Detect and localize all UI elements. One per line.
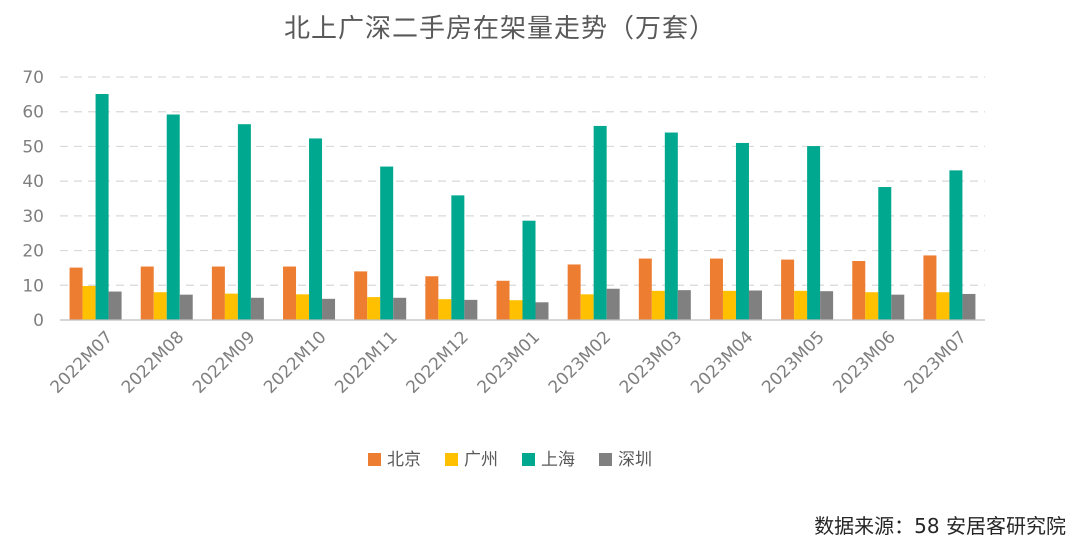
bar-北京-2022M07 [69, 267, 83, 320]
bar-上海-2022M08 [166, 114, 180, 321]
x-tick-label: 2022M08 [118, 327, 188, 397]
x-tick-label: 2022M11 [331, 327, 401, 397]
bar-广州-2022M12 [438, 299, 452, 320]
legend-swatch-广州 [445, 453, 458, 466]
bar-广州-2022M10 [296, 294, 310, 320]
y-tick-label: 40 [22, 172, 44, 192]
bar-深圳-2022M10 [322, 298, 336, 320]
x-tick-label: 2023M03 [616, 327, 686, 397]
x-tick-label: 2023M07 [901, 327, 971, 397]
y-tick-label: 0 [33, 311, 44, 331]
bar-广州-2023M01 [509, 300, 523, 320]
data-source-note: 数据来源：58 安居客研究院 [814, 514, 1066, 538]
y-tick-label: 70 [22, 68, 44, 88]
bar-北京-2022M11 [354, 271, 368, 320]
y-tick-label: 50 [22, 137, 44, 157]
x-tick-label: 2023M04 [687, 327, 757, 397]
bar-深圳-2023M06 [891, 294, 905, 320]
bar-广州-2022M11 [367, 297, 381, 320]
bar-深圳-2023M05 [820, 291, 834, 320]
bar-广州-2023M05 [794, 290, 808, 320]
chart-title: 北上广深二手房在架量走势（万套） [283, 14, 716, 44]
x-tick-label: 2023M02 [545, 327, 615, 397]
x-tick-label: 2023M06 [829, 327, 899, 397]
bar-上海-2022M07 [95, 94, 109, 320]
y-tick-label: 30 [22, 207, 44, 227]
bar-广州-2023M07 [936, 292, 950, 320]
y-tick-label: 20 [22, 242, 44, 262]
bar-上海-2023M06 [878, 187, 892, 320]
bar-上海-2022M11 [380, 166, 394, 320]
bar-深圳-2022M07 [108, 291, 122, 320]
bar-深圳-2022M09 [250, 297, 264, 320]
bar-北京-2022M12 [425, 276, 439, 320]
bar-北京-2023M04 [709, 258, 723, 320]
bar-上海-2023M07 [949, 170, 963, 320]
bar-上海-2023M05 [807, 146, 821, 320]
bar-北京-2023M03 [638, 258, 652, 320]
legend-swatch-北京 [368, 453, 381, 466]
bar-上海-2023M04 [735, 142, 749, 320]
bar-广州-2022M09 [224, 293, 238, 320]
y-tick-label: 10 [22, 276, 44, 296]
bar-深圳-2022M08 [179, 294, 193, 320]
legend-swatch-上海 [522, 453, 535, 466]
bar-广州-2023M02 [580, 294, 594, 320]
bar-广州-2022M07 [82, 285, 96, 320]
bar-广州-2022M08 [153, 292, 167, 320]
bar-北京-2022M10 [283, 266, 297, 320]
x-tick-label: 2022M09 [189, 327, 259, 397]
bar-广州-2023M04 [722, 290, 736, 320]
bar-深圳-2023M02 [606, 288, 620, 320]
bar-北京-2023M06 [852, 260, 866, 320]
bar-北京-2023M01 [496, 280, 510, 320]
bar-上海-2023M01 [522, 220, 536, 320]
bar-北京-2022M08 [140, 266, 154, 320]
bar-北京-2023M02 [567, 264, 581, 320]
legend-label-北京: 北京 [387, 450, 421, 470]
bar-上海-2022M12 [451, 195, 465, 320]
bar-北京-2022M09 [211, 266, 225, 320]
x-tick-label: 2022M07 [47, 327, 117, 397]
bar-深圳-2023M03 [677, 290, 691, 320]
x-axis-labels: 2022M07 2022M08 2022M09 2022M10 2022M11 2022M… [47, 327, 971, 397]
x-tick-label: 2022M12 [402, 327, 472, 397]
bar-广州-2023M06 [865, 292, 879, 320]
x-tick-label: 2023M01 [474, 327, 544, 397]
legend-swatch-深圳 [599, 453, 612, 466]
y-tick-label: 60 [22, 103, 44, 123]
x-tick-label: 2023M05 [758, 327, 828, 397]
bar-上海-2022M10 [309, 138, 323, 320]
bar-上海-2023M02 [593, 125, 607, 320]
x-tick-label: 2022M10 [260, 327, 330, 397]
bar-北京-2023M05 [781, 259, 795, 320]
bar-深圳-2023M07 [962, 293, 976, 320]
legend-label-深圳: 深圳 [618, 450, 652, 470]
legend-label-广州: 广州 [464, 450, 498, 470]
bar-深圳-2023M04 [748, 290, 762, 320]
bar-广州-2023M03 [651, 290, 665, 320]
bar-深圳-2023M01 [535, 302, 549, 320]
y-axis-ticks: 0 10 20 30 40 50 60 70 [22, 68, 44, 331]
bar-上海-2022M09 [237, 124, 251, 320]
legend: 北京 广州 上海 深圳 [368, 450, 652, 470]
bar-深圳-2022M11 [393, 297, 407, 320]
bar-深圳-2022M12 [464, 299, 478, 320]
bar-series [69, 94, 976, 321]
bar-上海-2023M03 [664, 132, 678, 320]
legend-label-上海: 上海 [541, 450, 575, 470]
bar-北京-2023M07 [923, 255, 937, 320]
